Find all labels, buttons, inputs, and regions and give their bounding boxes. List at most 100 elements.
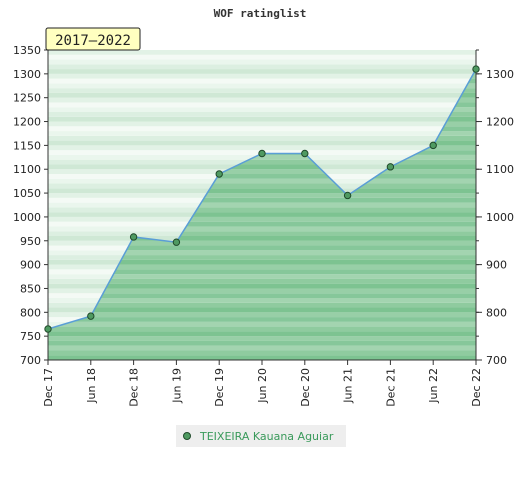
area-band [48, 345, 476, 351]
y-right-tick-label: 800 [486, 306, 507, 319]
chart-title: WOF ratinglist [214, 7, 307, 20]
area-band [48, 245, 476, 251]
data-point [472, 65, 480, 73]
y-tick-label: 1050 [13, 187, 41, 200]
y-tick-label: 850 [20, 282, 41, 295]
area-band [48, 302, 476, 308]
series-line [44, 65, 480, 333]
y-tick-label: 1250 [13, 92, 41, 105]
y-tick-label: 1100 [13, 163, 41, 176]
data-point [129, 233, 138, 241]
data-point [44, 325, 52, 333]
background-band [48, 73, 476, 79]
data-point [429, 141, 437, 150]
y-right-tick-label: 1100 [486, 163, 514, 176]
data-point [386, 163, 395, 171]
area-band [48, 197, 476, 203]
data-point [258, 149, 266, 158]
x-tick-label: Dec 21 [384, 368, 397, 407]
background-band [48, 112, 476, 117]
legend-series-label: TEIXEIRA Kauana Aguiar [200, 429, 334, 443]
background-band [48, 64, 476, 70]
area-band [48, 240, 476, 246]
background-band [48, 69, 476, 74]
y-right-tick-label: 1200 [486, 116, 514, 129]
background-band [48, 116, 476, 122]
x-axis-ticks: Dec 17 Jun 18 Dec 18 Jun 19 Dec 19 Jun 20 Dec … [42, 360, 483, 407]
y-tick-label: 1300 [13, 68, 41, 81]
area-band [48, 326, 476, 332]
area-band [48, 278, 476, 284]
y-tick-label: 1200 [13, 116, 41, 129]
area-band [48, 193, 476, 198]
x-tick-label: Dec 17 [42, 368, 55, 407]
y-tick-label: 700 [20, 354, 41, 367]
area-band [48, 221, 476, 227]
area-band [48, 312, 476, 318]
area-band [48, 293, 476, 298]
y-tick-label: 800 [20, 306, 41, 319]
background-band [48, 121, 476, 127]
area-band [48, 174, 476, 179]
y-tick-label: 750 [20, 330, 41, 343]
data-point [343, 191, 352, 200]
background-band [48, 83, 476, 89]
area-band [48, 207, 476, 213]
background-band [48, 140, 476, 146]
data-point [301, 149, 309, 158]
background-band [48, 126, 476, 132]
x-tick-label: Dec 18 [128, 368, 141, 407]
y-right-tick-label: 900 [486, 259, 507, 272]
background-band [48, 88, 476, 93]
y-right-tick-label: 1000 [486, 211, 514, 224]
background-band [48, 131, 476, 136]
y-tick-label: 1350 [13, 44, 41, 57]
background-band [48, 107, 476, 112]
data-point [215, 170, 223, 178]
background-band [48, 78, 476, 84]
area-band [48, 274, 476, 279]
area-band [48, 269, 476, 275]
background-band [48, 59, 476, 65]
area-band [48, 288, 476, 294]
y-tick-label: 1000 [13, 211, 41, 224]
y-right-tick-label: 700 [486, 354, 507, 367]
y-axis-left-ticks: 700 750 800 850 900 950 1000 1050 1100 1150 1200 12… [13, 44, 48, 367]
data-point [87, 312, 95, 320]
area-band [48, 226, 476, 232]
area-band [48, 154, 476, 160]
area-band [48, 340, 476, 346]
y-tick-label: 1150 [13, 139, 41, 152]
x-tick-label: Dec 19 [213, 368, 226, 407]
area-band [48, 202, 476, 208]
area-band [48, 264, 476, 270]
period-badge-label: 2017–2022 [55, 33, 131, 49]
background-band [48, 54, 476, 60]
area-band [48, 259, 476, 265]
x-tick-label: Jun 21 [342, 368, 355, 404]
legend: TEIXEIRA Kauana Aguiar [176, 425, 346, 447]
background-band [48, 50, 476, 55]
area-band [48, 236, 476, 241]
area-band [48, 298, 476, 303]
area-band [48, 159, 476, 165]
x-tick-label: Jun 18 [85, 368, 98, 404]
area-band [48, 255, 476, 260]
area-band [48, 283, 476, 289]
background-band [48, 145, 476, 151]
x-tick-label: Jun 20 [256, 368, 269, 404]
legend-marker-icon [183, 432, 191, 440]
area-band [48, 212, 476, 217]
x-tick-label: Dec 20 [299, 368, 312, 407]
background-band [48, 97, 476, 103]
y-tick-label: 950 [20, 235, 41, 248]
data-point [172, 238, 181, 246]
area-band [48, 164, 476, 170]
area-band [48, 321, 476, 327]
y-tick-label: 900 [20, 259, 41, 272]
area-band [48, 183, 476, 189]
area-band [48, 250, 476, 256]
y-axis-right-ticks: 700 800 900 1000 1100 1200 1300 [476, 49, 514, 367]
area-band [48, 178, 476, 184]
